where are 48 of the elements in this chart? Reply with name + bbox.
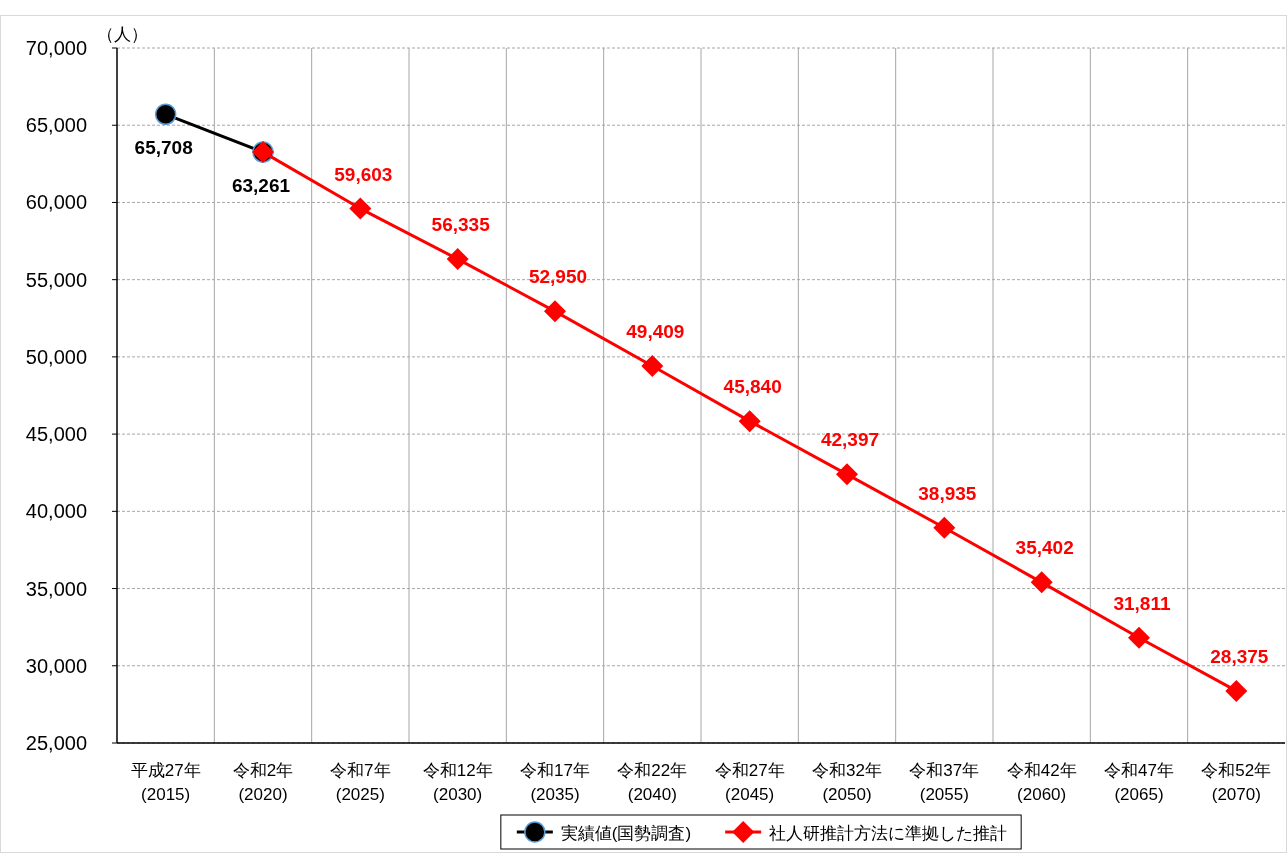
x-tick-label: 令和52年 (2070): [1201, 761, 1272, 804]
data-label: 52,950: [528, 266, 588, 288]
point: [1225, 679, 1248, 702]
y-tick-label: 65,000: [25, 114, 87, 137]
point: [154, 103, 177, 126]
point: [738, 410, 761, 433]
y-tick-label: 45,000: [25, 423, 87, 446]
y-tick-label: 35,000: [25, 577, 87, 600]
data-label: 35,402: [1015, 537, 1074, 559]
x-tick-label: 令和22年 (2040): [617, 761, 688, 804]
point: [836, 463, 858, 486]
y-tick-label: 50,000: [25, 345, 87, 368]
x-tick-label: 令和2年 (2020): [232, 761, 294, 804]
point: [544, 300, 566, 323]
legend-label: 社人研推計方法に準拠した推計: [769, 824, 1008, 843]
data-label: 31,811: [1113, 592, 1171, 614]
y-tick-label: 30,000: [25, 654, 87, 677]
data-label: 45,840: [723, 376, 782, 398]
y-tick-label: 25,000: [25, 732, 87, 754]
data-label: 65,708: [134, 137, 193, 159]
point: [349, 197, 372, 220]
y-tick-label: 60,000: [25, 191, 87, 214]
point: [1128, 626, 1150, 649]
y-tick-label: 70,000: [25, 37, 87, 59]
x-tick-label: 令和47年 (2065): [1104, 761, 1174, 804]
data-label: 49,409: [626, 321, 685, 343]
x-tick-label: 令和42年 (2060): [1006, 761, 1077, 804]
point: [933, 516, 956, 539]
data-label: 59,603: [334, 163, 393, 185]
x-tick-label: 令和12年 (2030): [422, 761, 493, 804]
data-label: 38,935: [918, 482, 977, 504]
data-label: 42,397: [820, 429, 880, 451]
y-tick-label: 55,000: [25, 268, 87, 291]
x-tick-label: 令和7年 (2025): [330, 761, 391, 804]
y-axis-title: （人）: [97, 25, 148, 44]
x-tick-label: 平成27年 (2015): [130, 761, 201, 804]
data-label: 63,261: [231, 175, 291, 197]
x-tick-label: 令和27年 (2045): [714, 761, 785, 804]
x-tick-label: 令和17年 (2035): [520, 761, 590, 804]
legend-label: 実績値(国勢調査): [560, 824, 692, 843]
point: [446, 248, 469, 271]
y-tick-label: 40,000: [25, 500, 87, 523]
point: [1030, 571, 1053, 594]
point: [641, 355, 664, 378]
x-tick-label: 令和32年 (2050): [812, 761, 882, 804]
data-label: 28,375: [1210, 645, 1269, 667]
x-tick-label: 令和37年 (2055): [909, 761, 980, 804]
data-label: 56,335: [431, 214, 491, 236]
